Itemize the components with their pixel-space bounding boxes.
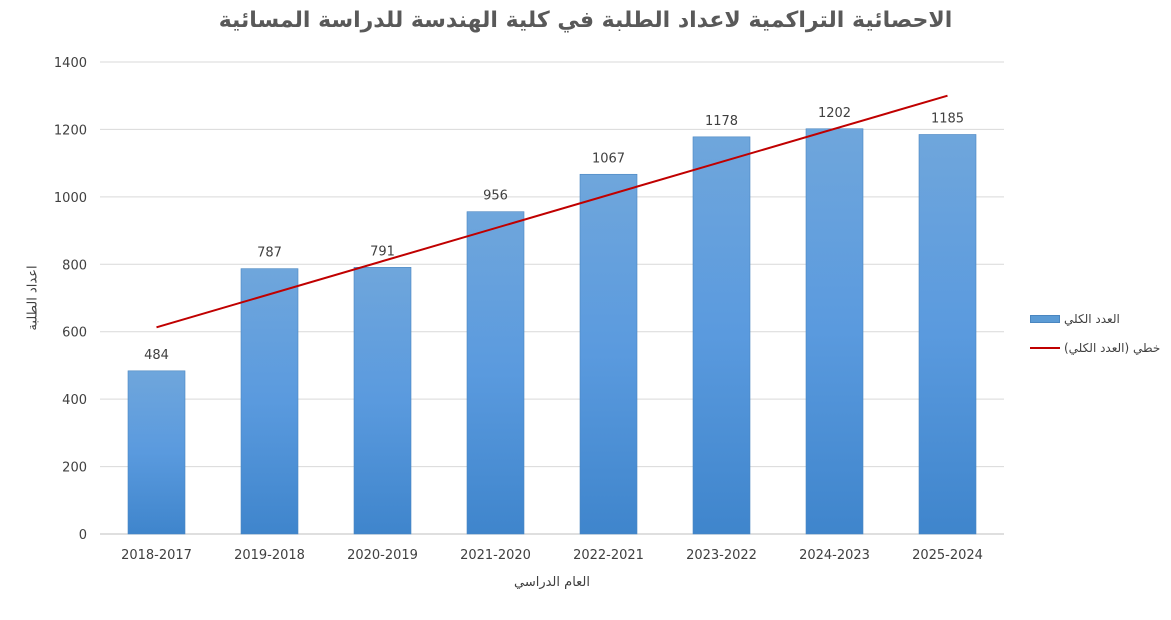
x-tick-label: 2022-2021 — [573, 548, 644, 563]
x-tick-label: 2023-2022 — [686, 548, 757, 563]
data-label: 1202 — [818, 106, 851, 121]
bar — [805, 128, 864, 535]
bar — [466, 211, 525, 535]
y-tick-label: 1400 — [54, 56, 87, 71]
legend: العدد الكلي خطي (العدد الكلي) — [1030, 309, 1160, 367]
legend-item-total: العدد الكلي — [1030, 309, 1160, 329]
legend-line-swatch — [1030, 347, 1060, 349]
x-tick-label: 2025-2024 — [912, 548, 983, 563]
bar — [579, 173, 638, 535]
data-label: 791 — [370, 244, 395, 259]
y-axis-label: اعداد الطلبة — [25, 265, 41, 331]
gridlines — [100, 61, 1004, 535]
x-axis-label: العام الدراسي — [513, 575, 591, 590]
x-tick-label: 2021-2020 — [460, 548, 531, 563]
x-tick-label: 2024-2023 — [799, 548, 870, 563]
x-axis-ticks: 2018-2017 2019-2018 2020-2019 2021-2020 2022… — [121, 548, 983, 563]
legend-label-trendline: خطي (العدد الكلي) — [1064, 341, 1161, 355]
chart-title: الاحصائية التراكمية لاعداد الطلبة في كلي… — [218, 8, 953, 33]
bar — [127, 370, 186, 535]
bar — [353, 267, 412, 535]
bar — [692, 136, 751, 535]
data-labels: 484 787 791 956 1067 1178 1202 1185 — [144, 106, 964, 363]
legend-label-total: العدد الكلي — [1064, 312, 1120, 326]
legend-bar-swatch — [1030, 315, 1060, 323]
y-tick-label: 400 — [62, 393, 87, 408]
bar — [918, 134, 977, 535]
y-tick-label: 0 — [79, 528, 87, 543]
y-tick-label: 1000 — [54, 191, 87, 206]
data-label: 956 — [483, 189, 508, 204]
data-label: 484 — [144, 348, 169, 363]
y-tick-label: 1200 — [54, 123, 87, 138]
x-tick-label: 2020-2019 — [347, 548, 418, 563]
y-axis-ticks: 0 200 400 600 800 1000 1200 1400 — [54, 56, 87, 543]
data-label: 1178 — [705, 114, 738, 129]
legend-item-trendline: خطي (العدد الكلي) — [1030, 338, 1160, 358]
bars — [127, 128, 977, 535]
y-tick-label: 800 — [62, 258, 87, 273]
trendline — [156, 94, 948, 329]
y-tick-label: 200 — [62, 461, 87, 476]
x-tick-label: 2018-2017 — [121, 548, 192, 563]
data-label: 1067 — [592, 151, 625, 166]
bar — [240, 268, 299, 535]
data-label: 1185 — [931, 111, 964, 126]
data-label: 787 — [257, 246, 282, 261]
trendline-path — [156, 94, 948, 329]
y-tick-label: 600 — [62, 326, 87, 341]
x-tick-label: 2019-2018 — [234, 548, 305, 563]
